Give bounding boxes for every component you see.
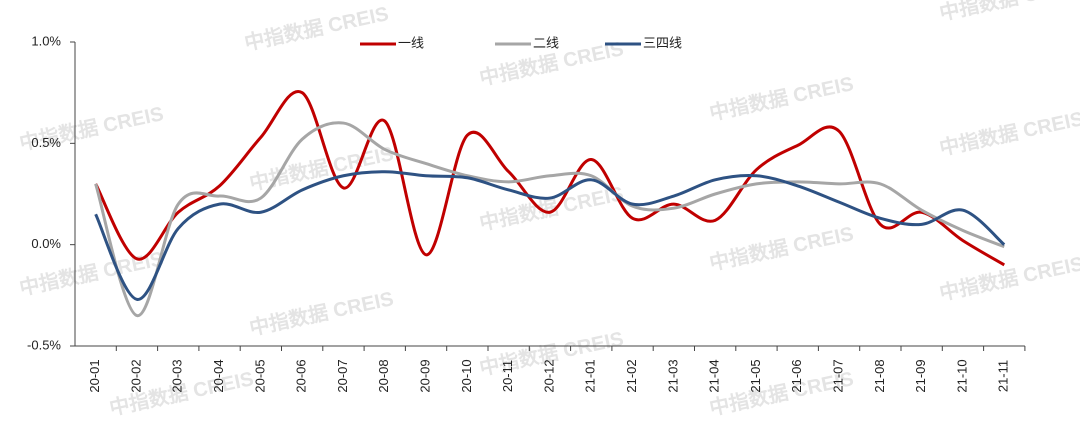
- x-tick-label: 20-09: [417, 359, 432, 392]
- x-tick-label: 20-11: [500, 360, 515, 392]
- x-tick-label: 20-02: [128, 359, 143, 392]
- x-tick-label: 20-01: [87, 359, 102, 392]
- watermark: 中指数据 CREIS: [937, 251, 1080, 305]
- watermark: 中指数据 CREIS: [937, 0, 1080, 25]
- watermark: 中指数据 CREIS: [477, 181, 625, 235]
- x-tick-label: 20-07: [335, 359, 350, 392]
- x-tick-label: 21-04: [707, 359, 722, 392]
- x-tick-label: 21-02: [624, 359, 639, 392]
- x-tick-label: 20-04: [211, 359, 226, 392]
- y-tick-label: -0.5%: [27, 337, 61, 352]
- x-tick-label: 20-10: [459, 359, 474, 392]
- x-tick-label: 21-03: [665, 359, 680, 392]
- x-tick-label: 20-12: [541, 359, 556, 392]
- x-tick-label: 21-05: [748, 359, 763, 392]
- x-tick-label: 20-03: [170, 359, 185, 392]
- watermark: 中指数据 CREIS: [707, 71, 855, 125]
- series-line: [94, 121, 1005, 318]
- y-tick-label: 0.5%: [31, 135, 61, 150]
- x-tick-label: 21-01: [583, 359, 598, 392]
- watermark: 中指数据 CREIS: [247, 286, 395, 340]
- watermark: 中指数据 CREIS: [17, 246, 165, 300]
- watermark: 中指数据 CREIS: [707, 221, 855, 275]
- watermark: 中指数据 CREIS: [937, 106, 1080, 160]
- x-tick-label: 21-08: [872, 359, 887, 392]
- y-tick-label: 1.0%: [31, 33, 61, 48]
- x-tick-label: 20-06: [294, 359, 309, 392]
- series-line: [94, 170, 1006, 301]
- series-line: [94, 90, 1006, 267]
- legend-label: 一线: [398, 35, 424, 50]
- x-tick-label: 20-05: [252, 359, 267, 392]
- x-tick-label: 21-07: [830, 359, 845, 392]
- legend-label: 二线: [533, 35, 559, 50]
- x-tick-label: 21-09: [913, 359, 928, 392]
- x-tick-label: 21-06: [789, 359, 804, 392]
- x-tick-label: 21-10: [954, 359, 969, 392]
- x-tick-label: 21-11: [996, 360, 1011, 392]
- legend-label: 三四线: [643, 35, 682, 50]
- x-tick-label: 20-08: [376, 359, 391, 392]
- watermark: 中指数据 CREIS: [242, 1, 390, 55]
- y-tick-label: 0.0%: [31, 236, 61, 251]
